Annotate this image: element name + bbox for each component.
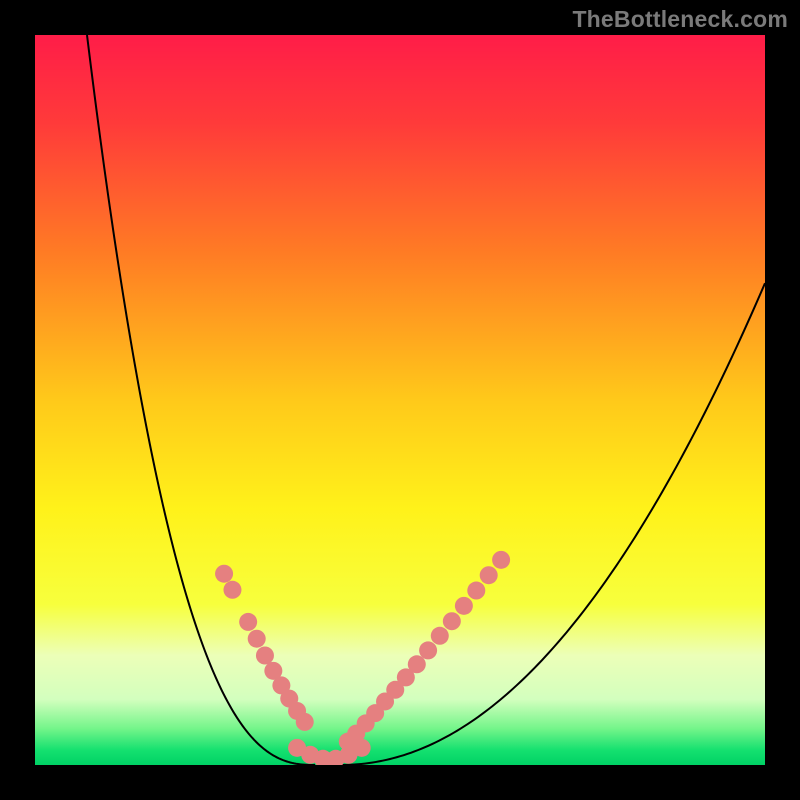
plot-area (35, 35, 765, 765)
marker-dot (256, 647, 274, 665)
marker-dot (353, 739, 371, 757)
marker-dot (431, 627, 449, 645)
watermark-text: TheBottleneck.com (572, 6, 788, 33)
marker-dot (239, 613, 257, 631)
marker-dot (248, 630, 266, 648)
frame-right (765, 0, 800, 800)
chart-background (35, 35, 765, 765)
marker-dot (419, 641, 437, 659)
marker-dot (480, 566, 498, 584)
marker-dot (455, 597, 473, 615)
chart-svg (35, 35, 765, 765)
frame-left (0, 0, 35, 800)
frame-bottom (0, 765, 800, 800)
marker-dot (296, 713, 314, 731)
marker-dot (408, 655, 426, 673)
marker-dot (443, 612, 461, 630)
marker-dot (215, 565, 233, 583)
marker-dot (223, 581, 241, 599)
marker-dot (467, 582, 485, 600)
marker-dot (492, 551, 510, 569)
